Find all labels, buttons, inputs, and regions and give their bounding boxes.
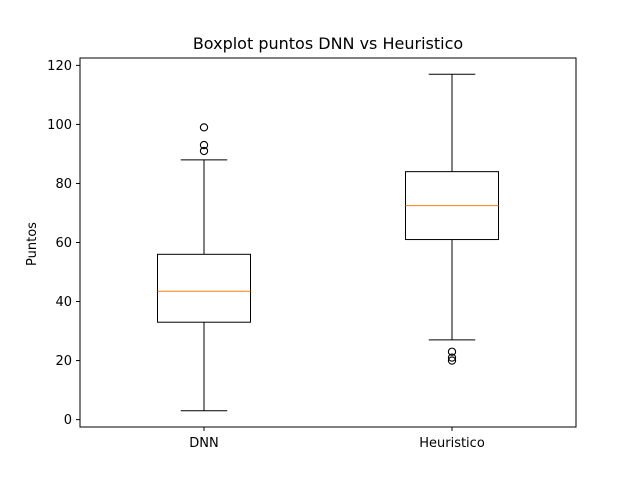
plot-area: 0 20 40 60 80 100 120 DNN Heuristico [47, 59, 499, 451]
x-tick-label-dnn: DNN [189, 436, 218, 451]
outlier-point-dnn [199, 123, 209, 132]
outlier-point-heuristico [447, 347, 457, 356]
y-axis-label: Puntos [25, 222, 40, 266]
chart-title: Boxplot puntos DNN vs Heuristico [193, 34, 463, 53]
y-tick-label: 120 [47, 59, 72, 74]
axes-frame [79, 57, 577, 428]
y-tick-label: 100 [47, 118, 72, 133]
y-tick-label: 40 [55, 295, 72, 310]
outlier-point-heuristico [447, 356, 457, 365]
outlier-point-dnn [199, 140, 209, 150]
outlier-point-dnn [199, 146, 209, 156]
iqr-box-dnn [157, 253, 251, 323]
y-tick-label: 80 [55, 177, 72, 192]
y-tick-label: 60 [55, 236, 72, 251]
y-tick-label: 20 [55, 354, 72, 369]
y-tick-label: 0 [64, 413, 72, 428]
x-tick-label-heuristico: Heuristico [419, 436, 485, 451]
outlier-point-heuristico [447, 353, 457, 362]
